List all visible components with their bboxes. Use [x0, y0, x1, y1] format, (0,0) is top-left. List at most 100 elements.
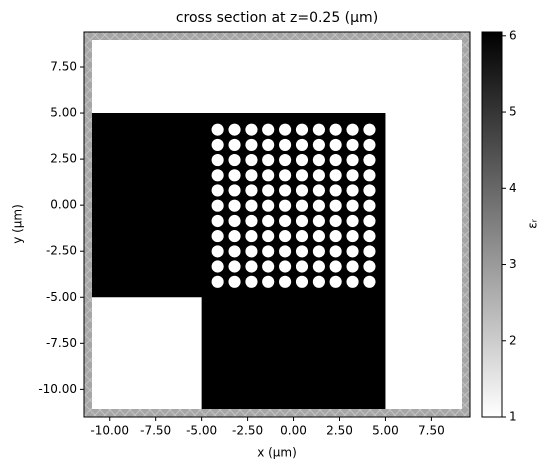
y-tick-label: 5.00	[50, 106, 77, 120]
pml-frame	[84, 32, 470, 417]
hole	[295, 275, 309, 288]
hole	[279, 214, 292, 228]
y-tick-label: 2.50	[50, 152, 77, 166]
hole	[295, 123, 309, 136]
hole	[329, 230, 342, 243]
hole	[228, 169, 241, 182]
hole	[346, 138, 359, 151]
hole	[312, 199, 325, 212]
y-axis-label: y (μm)	[11, 204, 25, 244]
hole	[262, 260, 275, 273]
hole	[295, 138, 309, 151]
hole	[363, 123, 376, 136]
hole	[363, 169, 376, 182]
hole	[211, 230, 224, 243]
hole	[262, 275, 275, 288]
hole	[346, 169, 359, 182]
hole	[346, 230, 359, 243]
y-tick-label: -7.50	[46, 336, 77, 350]
y-tick-label: -2.50	[46, 244, 77, 258]
hole	[228, 123, 241, 136]
hole	[312, 214, 325, 228]
hole	[312, 169, 325, 182]
hole	[329, 138, 342, 151]
hole	[363, 245, 376, 258]
hole	[312, 245, 325, 258]
hole	[363, 230, 376, 243]
hole	[346, 245, 359, 258]
hole	[279, 230, 292, 243]
hole	[346, 184, 359, 197]
hole	[312, 123, 325, 136]
hole	[262, 214, 275, 228]
colorbar	[481, 31, 503, 418]
hole	[295, 230, 309, 243]
hole	[262, 184, 275, 197]
hole	[363, 214, 376, 228]
hole	[211, 184, 224, 197]
y-tick-label: 7.50	[50, 60, 77, 74]
hole	[245, 123, 258, 136]
hole	[245, 214, 258, 228]
hole	[295, 260, 309, 273]
hole	[211, 153, 224, 167]
hole	[245, 169, 258, 182]
hole	[346, 153, 359, 167]
hole	[262, 230, 275, 243]
hole	[346, 275, 359, 288]
x-tick-label: 0.00	[280, 424, 307, 438]
hole	[295, 153, 309, 167]
hole	[329, 184, 342, 197]
colorbar-label: εᵣ	[526, 218, 540, 228]
hole	[312, 230, 325, 243]
hole	[329, 153, 342, 167]
x-tick-label: -10.00	[90, 424, 129, 438]
plot-border	[83, 31, 471, 418]
colorbar-tick-label: 4	[509, 181, 517, 195]
y-tick-label: 0.00	[50, 198, 77, 212]
hole	[312, 138, 325, 151]
hole	[245, 245, 258, 258]
hole	[295, 214, 309, 228]
hole	[329, 169, 342, 182]
hole	[329, 260, 342, 273]
colorbar-tick-label: 3	[509, 257, 517, 271]
x-tick-label: -7.50	[140, 424, 171, 438]
hole	[346, 260, 359, 273]
hole	[346, 123, 359, 136]
hole	[211, 199, 224, 212]
hole	[211, 169, 224, 182]
hole	[279, 169, 292, 182]
hole	[279, 123, 292, 136]
x-tick-label: 7.50	[418, 424, 445, 438]
x-axis-label: x (μm)	[257, 446, 297, 460]
hole	[312, 275, 325, 288]
hole	[363, 138, 376, 151]
hole	[245, 275, 258, 288]
hole	[329, 199, 342, 212]
hole	[211, 214, 224, 228]
hole	[262, 138, 275, 151]
hole	[228, 214, 241, 228]
hole	[295, 169, 309, 182]
hole	[329, 275, 342, 288]
hole	[211, 245, 224, 258]
hole	[245, 260, 258, 273]
y-tick-label: -5.00	[46, 290, 77, 304]
hole	[329, 245, 342, 258]
hole	[228, 230, 241, 243]
hole	[279, 275, 292, 288]
hole	[245, 230, 258, 243]
colorbar-tick-label: 6	[509, 28, 517, 42]
colorbar-tick-label: 5	[509, 105, 517, 119]
hole	[363, 260, 376, 273]
hole	[279, 138, 292, 151]
x-tick-label: 5.00	[372, 424, 399, 438]
hole	[346, 214, 359, 228]
hole	[279, 184, 292, 197]
colorbar-tick-label: 2	[509, 333, 517, 347]
y-tick-label: -10.00	[38, 382, 77, 396]
hole	[279, 245, 292, 258]
hole	[262, 123, 275, 136]
